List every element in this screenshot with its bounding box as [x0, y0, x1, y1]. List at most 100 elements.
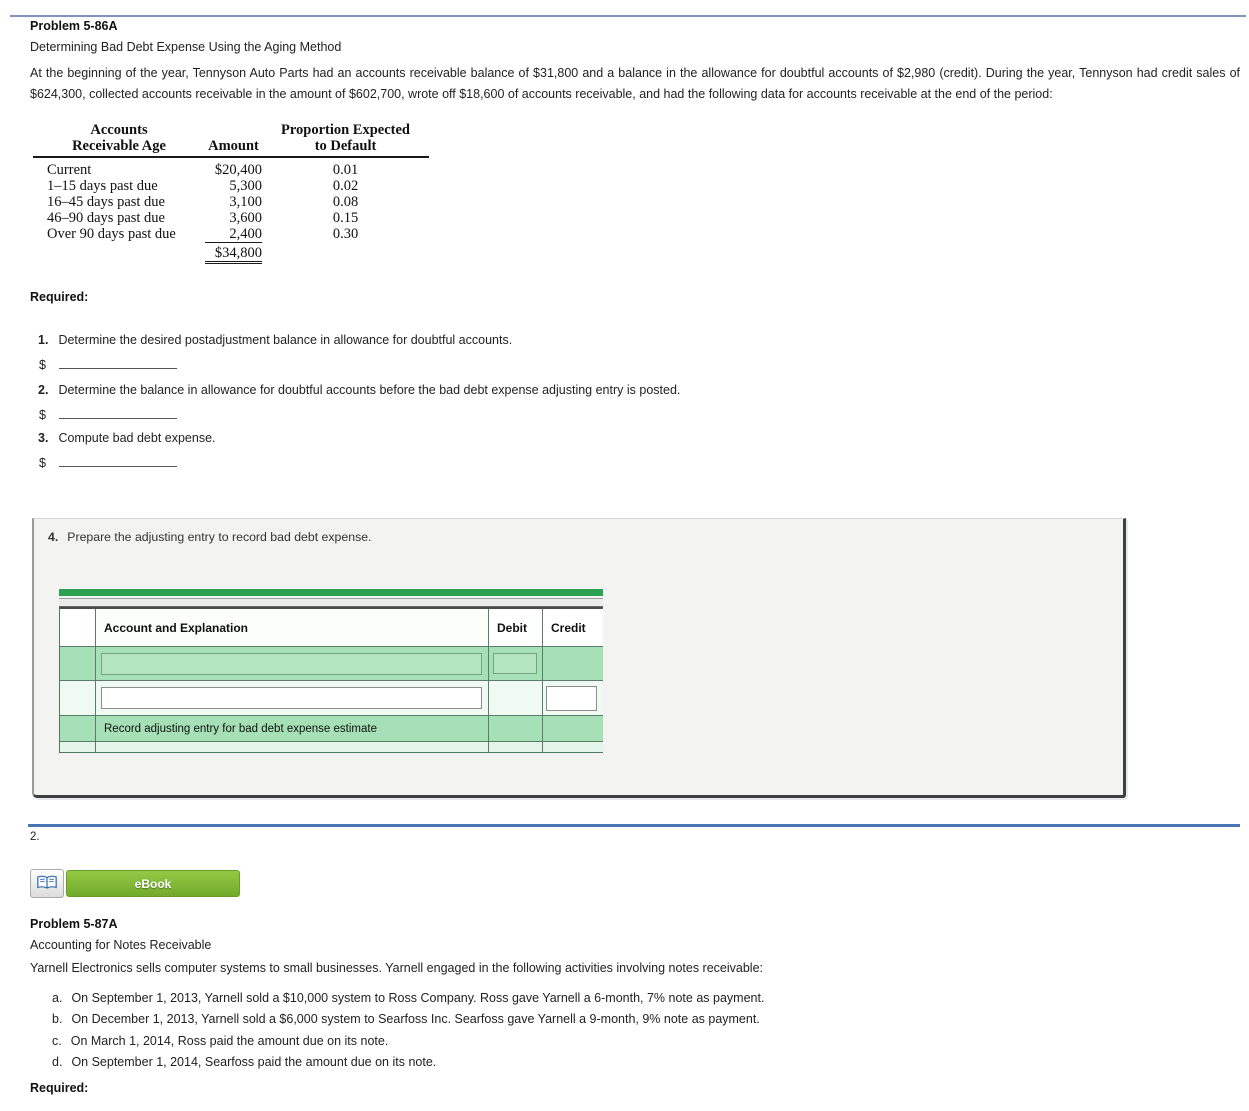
aging-header-age-line1: Accounts [90, 122, 148, 138]
problem-586-title: Problem 5-86A [30, 19, 118, 33]
problem-587-events: a. On September 1, 2013, Yarnell sold a $… [52, 988, 1232, 1073]
journal-debit-cell [489, 681, 543, 715]
aging-header-age: Accounts Receivable Age [33, 122, 205, 154]
answer-line-2: $ [39, 404, 177, 422]
problem-587-title: Problem 5-87A [30, 917, 118, 931]
aging-total-row: $34,800 [33, 243, 429, 264]
item-number: 2. [38, 383, 49, 397]
required-item-3: 3. Compute bad debt expense. [38, 431, 216, 445]
problem-586-intro: At the beginning of the year, Tennyson A… [30, 63, 1240, 105]
answer-blank-3[interactable] [58, 452, 177, 467]
event-text: On September 1, 2013, Yarnell sold a $10… [71, 991, 765, 1005]
problem-586-subtitle: Determining Bad Debt Expense Using the A… [30, 40, 342, 54]
aging-proportion-cell: 0.30 [332, 226, 359, 242]
aging-header-amount: Amount [205, 122, 262, 154]
aging-proportion-cell: 0.08 [332, 194, 359, 210]
aging-total-amount: $34,800 [205, 243, 262, 264]
aging-age-cell: 1–15 days past due [47, 178, 158, 194]
journal-header-rownum-cell [60, 609, 96, 646]
aging-amount-cell: 5,300 [229, 178, 262, 194]
answer-line-3: $ [39, 452, 177, 470]
event-text: On September 1, 2014, Searfoss paid the … [71, 1054, 437, 1069]
item-number: 3. [38, 431, 49, 445]
aging-proportion-cell: 0.15 [332, 210, 359, 226]
journal-credit-cell [543, 716, 603, 741]
item-text: Prepare the adjusting entry to record ba… [67, 530, 372, 544]
aging-amount-cell: 3,100 [229, 194, 262, 210]
aging-row: 16–45 days past due 3,100 0.08 [33, 194, 429, 210]
aging-schedule-table: Accounts Receivable Age Amount Proportio… [33, 122, 429, 264]
required-label-587: Required: [30, 1081, 89, 1095]
journal-debit-cell [489, 716, 543, 741]
event-text: On December 1, 2013, Yarnell sold a $6,0… [71, 1012, 760, 1027]
event-item-b: b. On December 1, 2013, Yarnell sold a $6… [52, 1009, 1232, 1030]
journal-rownum-cell [60, 681, 96, 715]
required-item-4: 4. Prepare the adjusting entry to record … [48, 530, 371, 544]
aging-header-amount-label: Amount [208, 138, 259, 154]
aging-total-spacer [33, 243, 205, 264]
event-text: On March 1, 2014, Ross paid the amount d… [70, 1033, 389, 1048]
aging-amount-cell: $20,400 [214, 162, 262, 178]
aging-row: 1–15 days past due 5,300 0.02 [33, 178, 429, 194]
journal-header-debit: Debit [489, 609, 543, 646]
ebook-button[interactable]: eBook [66, 870, 240, 897]
event-letter: b. [52, 1012, 63, 1027]
item-number: 4. [48, 530, 59, 544]
event-item-c: c. On March 1, 2014, Ross paid the amount… [52, 1031, 1232, 1052]
journal-row2-credit-input[interactable] [546, 685, 597, 711]
journal-green-bar [59, 589, 603, 596]
journal-rownum-cell [60, 716, 96, 741]
aging-header-age-line2: Receivable Age [72, 138, 166, 154]
journal-credit-cell [543, 742, 603, 752]
journal-account-cell [96, 647, 489, 680]
journal-debit-cell [489, 742, 543, 752]
intro-line-2: $624,300, collected accounts receivable … [30, 87, 1053, 101]
journal-empty-row [60, 742, 603, 752]
answer-blank-2[interactable] [58, 404, 177, 419]
aging-row: Over 90 days past due 2,400 0.30 [33, 226, 429, 243]
required-item-1: 1. Determine the desired postadjustment b… [38, 333, 512, 347]
journal-row1-account-input[interactable] [101, 652, 482, 675]
journal-row-1 [60, 647, 603, 681]
journal-credit-cell [543, 681, 603, 715]
journal-rownum-cell [60, 647, 96, 680]
item-text: Determine the desired postadjustment bal… [58, 333, 513, 347]
ebook-icon-button[interactable] [30, 869, 64, 898]
aging-age-cell: Current [47, 162, 92, 178]
item-number: 1. [38, 333, 49, 347]
aging-row: 46–90 days past due 3,600 0.15 [33, 210, 429, 226]
journal-spacer-row [59, 598, 603, 607]
journal-debit-cell [489, 647, 543, 680]
aging-header-proportion: Proportion Expected to Default [262, 122, 429, 154]
aging-header-proportion-line1: Proportion Expected [280, 122, 410, 138]
journal-row1-debit-input[interactable] [493, 653, 537, 674]
currency-symbol: $ [39, 408, 46, 422]
intro-line-1: At the beginning of the year, Tennyson A… [30, 66, 1240, 80]
answer-blank-1[interactable] [58, 354, 177, 369]
currency-symbol: $ [39, 358, 46, 372]
journal-memo-text: Record adjusting entry for bad debt expe… [96, 716, 489, 741]
aging-proportion-cell: 0.02 [332, 178, 359, 194]
section-divider-rule [28, 824, 1240, 827]
required-label-586: Required: [30, 290, 89, 304]
event-letter: d. [52, 1054, 63, 1069]
journal-account-cell [96, 742, 489, 752]
journal-grid: Account and Explanation Debit Credit [59, 607, 603, 753]
journal-row-2 [60, 681, 603, 716]
item-text: Determine the balance in allowance for d… [58, 383, 681, 397]
journal-header-row: Account and Explanation Debit Credit [60, 609, 603, 647]
aging-proportion-cell: 0.01 [332, 162, 359, 178]
aging-age-cell: 16–45 days past due [47, 194, 165, 210]
aging-row: Current $20,400 0.01 [33, 162, 429, 178]
open-book-icon [36, 875, 58, 893]
aging-total-spacer [262, 243, 429, 264]
aging-amount-cell: 3,600 [229, 210, 262, 226]
journal-account-cell [96, 681, 489, 715]
journal-header-account: Account and Explanation [96, 609, 489, 646]
answer-line-1: $ [39, 354, 177, 372]
top-divider-rule [10, 15, 1246, 17]
journal-row2-account-input[interactable] [101, 687, 482, 709]
journal-memo-row: Record adjusting entry for bad debt expe… [60, 716, 603, 742]
aging-table-header: Accounts Receivable Age Amount Proportio… [33, 122, 429, 154]
